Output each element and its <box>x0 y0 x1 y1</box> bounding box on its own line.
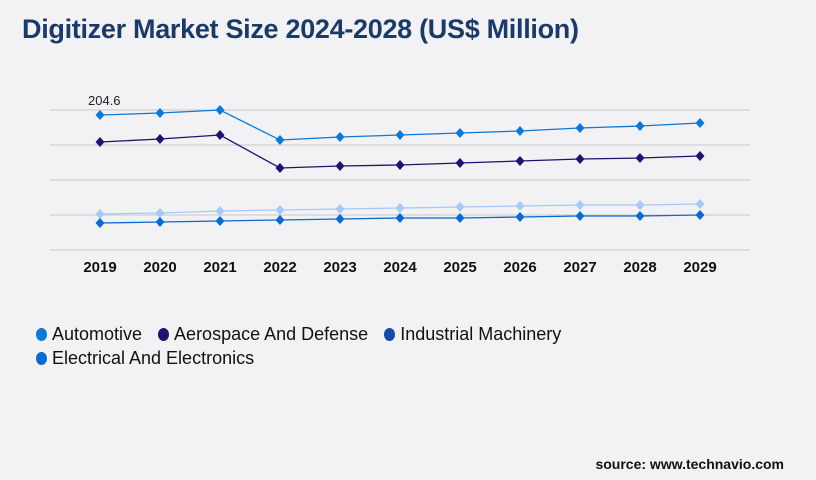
legend-label: Industrial Machinery <box>400 323 562 344</box>
chart-title: Digitizer Market Size 2024-2028 (US$ Mil… <box>22 14 579 44</box>
source-text: source: www.technavio.com <box>595 456 784 472</box>
data-point <box>455 213 465 224</box>
data-point <box>695 150 705 161</box>
data-point <box>335 131 345 142</box>
x-tick-label: 2026 <box>503 259 536 276</box>
x-tick-label: 2023 <box>323 259 356 276</box>
data-point <box>155 207 165 218</box>
x-tick-label: 2029 <box>683 259 716 276</box>
legend-marker-icon <box>36 351 47 365</box>
x-tick-label: 2021 <box>203 259 236 276</box>
data-point <box>215 130 225 141</box>
data-point <box>695 199 705 210</box>
data-point <box>515 125 525 136</box>
x-tick-label: 2028 <box>623 259 656 276</box>
data-point <box>575 154 585 165</box>
data-point <box>575 123 585 134</box>
legend-item: Industrial Machinery <box>384 322 561 346</box>
x-tick-label: 2025 <box>443 259 476 276</box>
line-chart: 2019 2020 2021 2022 2023 2024 2025 2026 2027 2028… <box>50 93 750 276</box>
data-point <box>395 213 405 224</box>
data-point <box>215 206 225 217</box>
x-tick-label: 2020 <box>143 259 176 276</box>
data-point <box>455 128 465 139</box>
data-point <box>215 105 225 115</box>
data-point <box>515 155 525 166</box>
data-point <box>635 153 645 164</box>
data-point <box>275 135 285 146</box>
data-point <box>515 212 525 223</box>
legend-marker-icon <box>384 327 396 341</box>
x-tick-label: 2024 <box>383 259 417 276</box>
data-point <box>695 117 705 128</box>
data-point <box>635 211 645 222</box>
legend-label: Automotive <box>52 323 143 344</box>
data-point <box>275 214 285 225</box>
data-point <box>515 200 525 211</box>
data-point <box>455 157 465 168</box>
data-point <box>155 134 165 145</box>
x-tick-label: 2027 <box>563 259 596 276</box>
data-point <box>275 205 285 216</box>
legend-label: Aerospace And Defense <box>174 323 369 344</box>
data-point <box>95 208 105 219</box>
legend: Automotive Aerospace And Defense Industria… <box>36 322 636 370</box>
data-point <box>395 203 405 214</box>
data-point <box>215 215 225 226</box>
data-point <box>335 204 345 215</box>
data-point <box>95 218 105 229</box>
data-point <box>695 210 705 221</box>
data-point <box>635 121 645 132</box>
data-point <box>155 217 165 228</box>
data-point <box>575 211 585 222</box>
data-label: 204.6 <box>88 93 121 108</box>
data-point <box>335 213 345 224</box>
data-point <box>455 201 465 212</box>
legend-label: Electrical And Electronics <box>52 347 255 368</box>
data-point <box>395 160 405 171</box>
legend-marker-icon <box>36 327 47 341</box>
data-point <box>155 108 165 119</box>
x-tick-label: 2019 <box>83 259 116 276</box>
legend-item: Electrical And Electronics <box>36 346 254 370</box>
data-point <box>95 136 105 147</box>
legend-marker-icon <box>158 327 170 341</box>
legend-item: Aerospace And Defense <box>158 322 368 346</box>
legend-item: Automotive <box>36 322 142 346</box>
data-point <box>575 200 585 211</box>
data-point <box>395 130 405 141</box>
data-point <box>335 161 345 172</box>
x-tick-label: 2022 <box>263 259 296 276</box>
data-point <box>275 162 285 173</box>
data-point <box>635 200 645 211</box>
data-point <box>95 110 105 121</box>
